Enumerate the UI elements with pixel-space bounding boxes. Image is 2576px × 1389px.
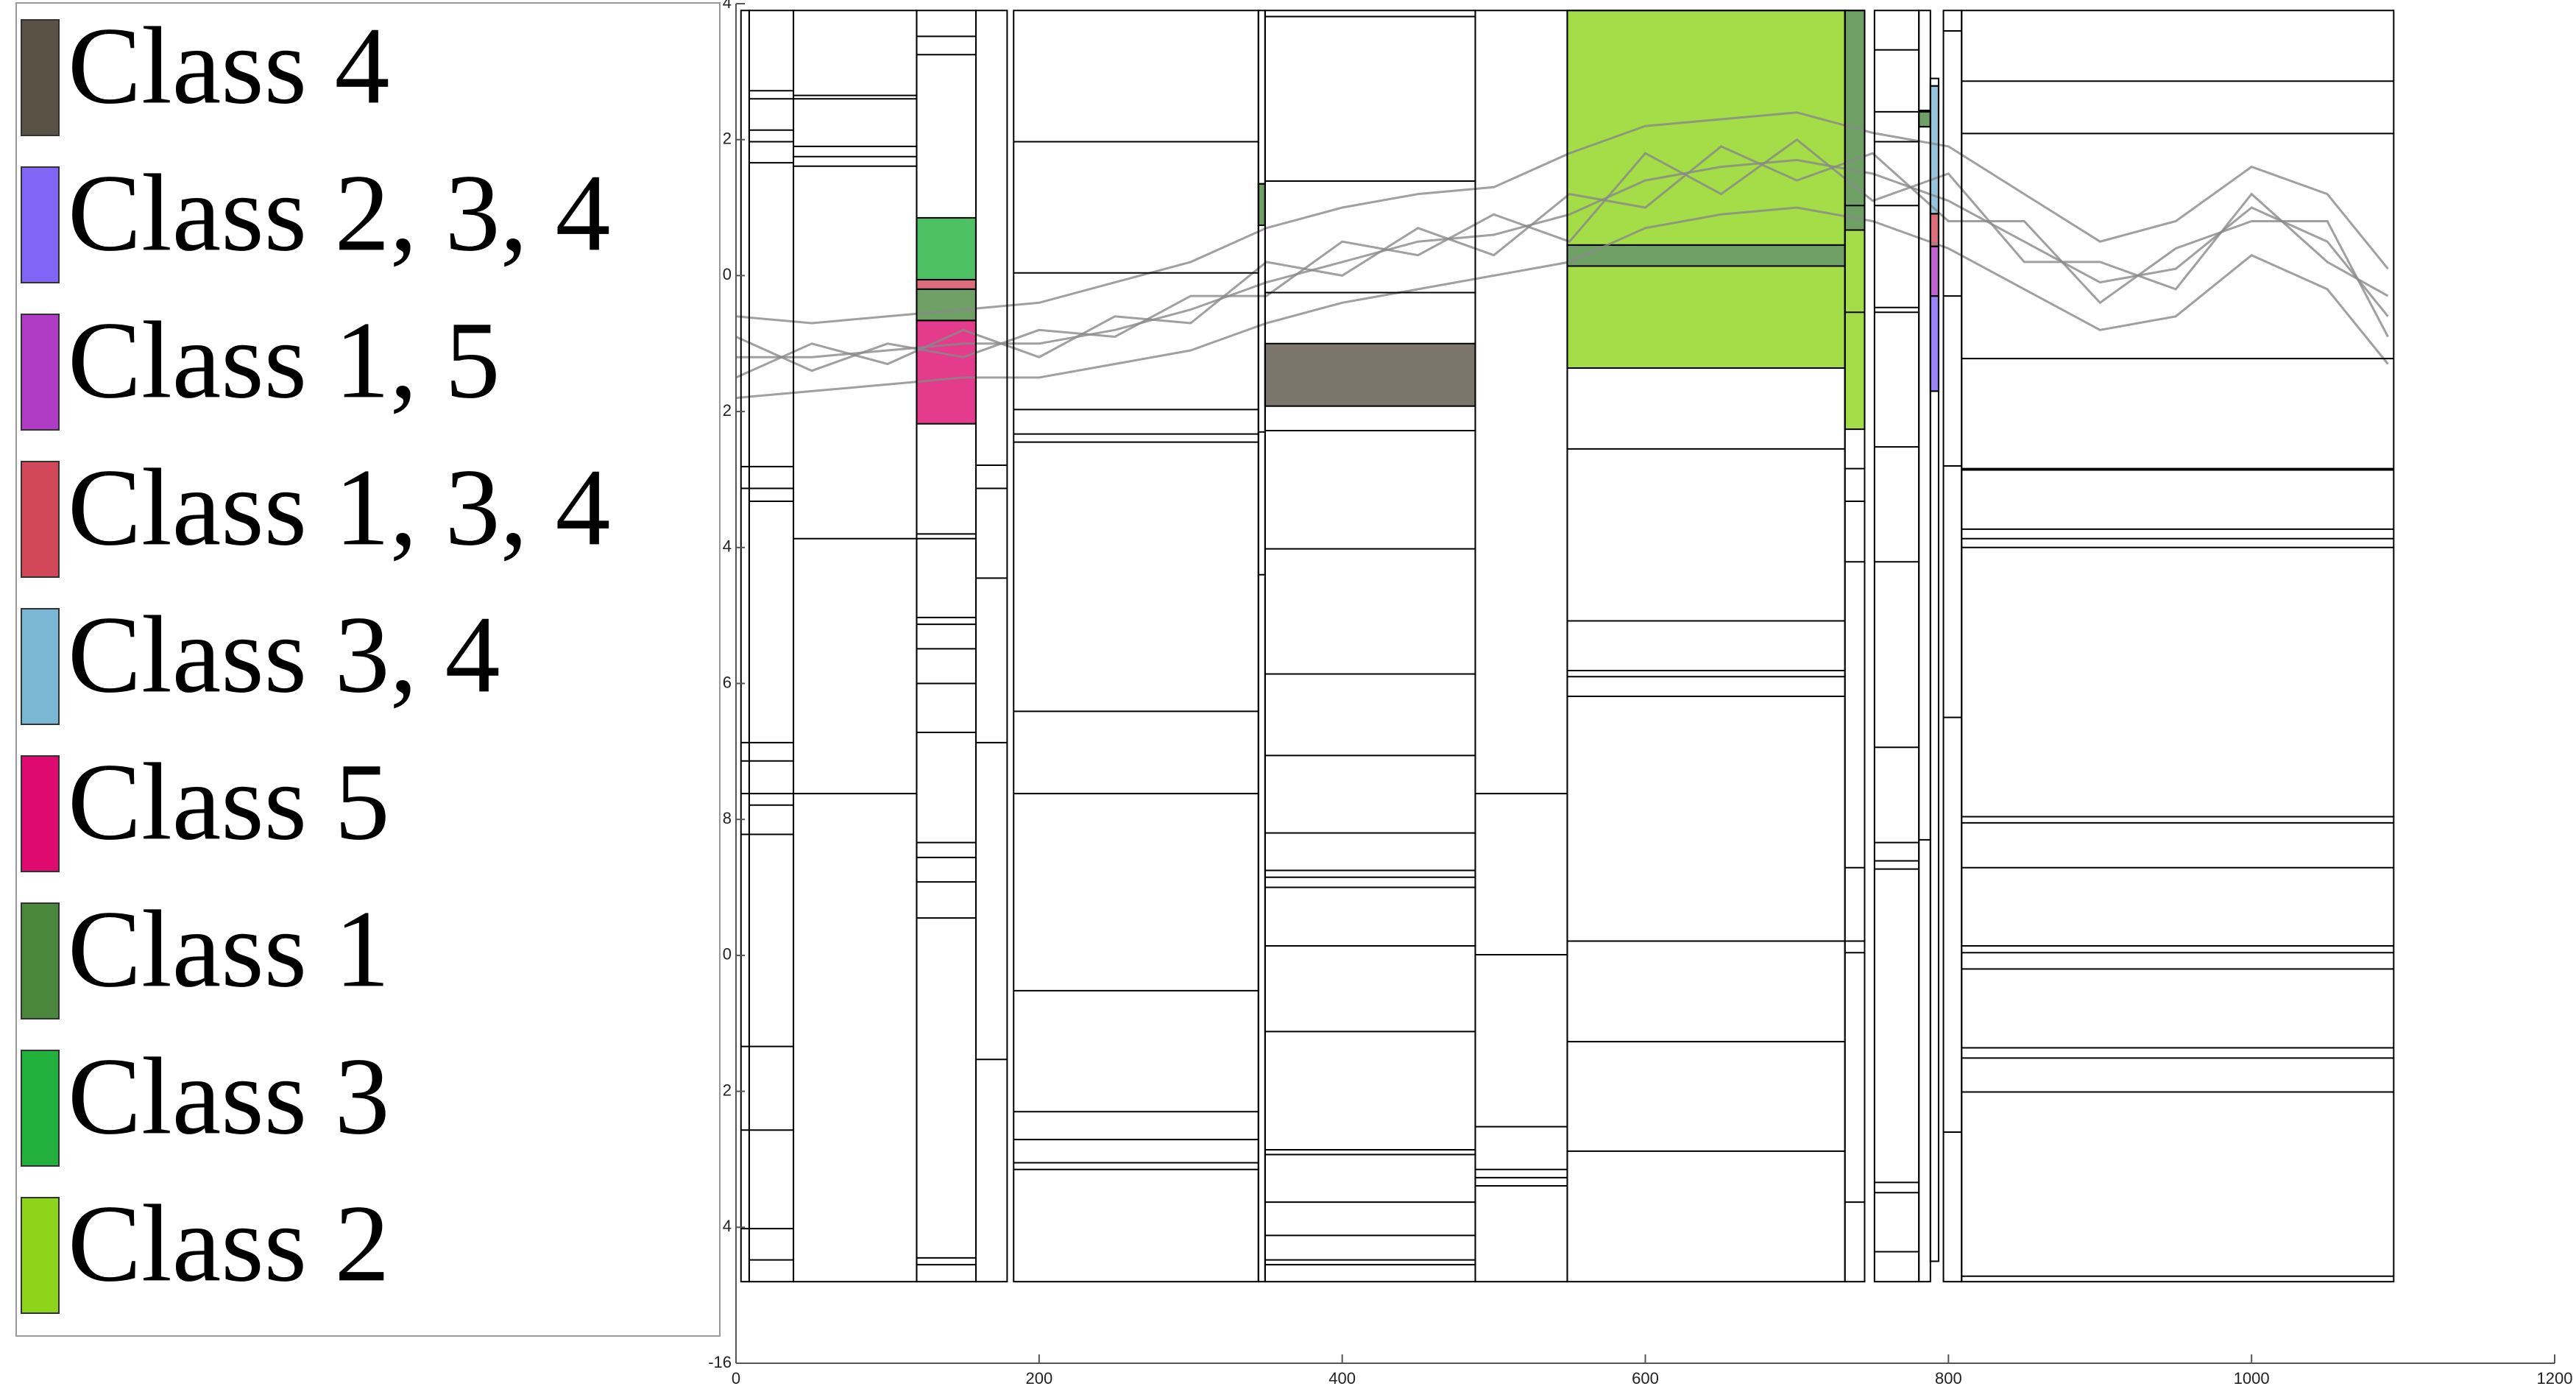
legend-label: Class 2 bbox=[68, 1182, 390, 1304]
legend-label: Class 1, 5 bbox=[68, 299, 500, 421]
legend-swatch bbox=[21, 902, 60, 1019]
x-tick-label: 400 bbox=[1328, 1369, 1356, 1388]
y-tick-label: 8 bbox=[723, 809, 732, 827]
class-region bbox=[1929, 245, 1939, 297]
legend-swatch bbox=[21, 19, 60, 136]
legend-box bbox=[15, 2, 721, 1337]
legend-swatch bbox=[21, 608, 60, 725]
class-region bbox=[916, 288, 977, 322]
partition-column bbox=[1474, 10, 1568, 1283]
legend-swatch bbox=[21, 461, 60, 578]
signal-curve bbox=[735, 206, 2389, 400]
y-tick-label: 2 bbox=[723, 401, 732, 420]
curves bbox=[735, 111, 2389, 400]
axes: 0 200 400 600 800 1000 1200 4 2 0 2 4 6 8 0 2 4 -16 bbox=[708, 0, 2572, 1388]
legend-label: Class 1, 3, 4 bbox=[68, 446, 611, 568]
partition-column bbox=[974, 10, 1008, 1283]
class-region bbox=[1566, 10, 1846, 246]
class-region bbox=[1844, 229, 1866, 431]
partition-column bbox=[1961, 10, 2395, 1283]
y-tick-label: 4 bbox=[723, 537, 732, 556]
partition-column bbox=[1013, 10, 1259, 1283]
legend-label: Class 2, 3, 4 bbox=[68, 152, 611, 274]
y-tick-label: 2 bbox=[723, 1081, 732, 1099]
y-tick-label: 2 bbox=[723, 130, 732, 148]
y-tick-label: 0 bbox=[723, 945, 732, 964]
class-region bbox=[1929, 295, 1939, 392]
class-region bbox=[1566, 265, 1846, 369]
signal-curve bbox=[735, 138, 2389, 372]
x-tick-label: 1200 bbox=[2537, 1369, 2573, 1388]
legend: Class 4 Class 2, 3, 4 Class 1, 5 Class 1, 3… bbox=[15, 2, 721, 1337]
y-tick-label: -16 bbox=[708, 1353, 732, 1371]
class-region bbox=[916, 278, 977, 290]
x-tick-label: 0 bbox=[732, 1369, 740, 1388]
partition-columns bbox=[740, 10, 2395, 1283]
class-region bbox=[916, 216, 977, 280]
partition-column bbox=[916, 10, 977, 1283]
partition-column bbox=[1929, 77, 1939, 1262]
legend-swatch bbox=[21, 1197, 60, 1314]
y-tick-label: 4 bbox=[723, 1217, 732, 1235]
y-tick-label: 6 bbox=[723, 673, 732, 691]
region-boxes bbox=[916, 10, 1939, 431]
partition-column bbox=[1844, 10, 1866, 1283]
class-region bbox=[1566, 244, 1846, 267]
legend-swatch bbox=[21, 314, 60, 431]
class-region bbox=[1844, 10, 1866, 231]
x-tick-label: 1000 bbox=[2234, 1369, 2270, 1388]
partition-column bbox=[793, 10, 918, 1283]
partition-column bbox=[1264, 10, 1476, 1283]
class-region bbox=[1264, 342, 1476, 407]
class-region bbox=[1257, 183, 1266, 227]
legend-label: Class 3, 4 bbox=[68, 593, 500, 715]
y-tick-label: 0 bbox=[723, 265, 732, 283]
y-tick-label: 4 bbox=[723, 0, 732, 12]
signal-curve bbox=[736, 158, 2389, 358]
legend-swatch bbox=[21, 1050, 60, 1167]
x-tick-label: 200 bbox=[1025, 1369, 1052, 1388]
legend-label: Class 5 bbox=[68, 741, 390, 863]
partition-column bbox=[1873, 10, 1920, 1283]
class-region bbox=[1918, 109, 1931, 128]
x-tick-label: 600 bbox=[1632, 1369, 1659, 1388]
signal-curve bbox=[735, 111, 2389, 325]
partition-column bbox=[748, 10, 795, 1283]
legend-label: Class 1 bbox=[68, 888, 390, 1010]
legend-label: Class 3 bbox=[68, 1035, 390, 1157]
class-region bbox=[916, 319, 977, 425]
legend-swatch bbox=[21, 166, 60, 283]
x-tick-label: 800 bbox=[1935, 1369, 1962, 1388]
legend-swatch bbox=[21, 755, 60, 872]
legend-label: Class 4 bbox=[68, 4, 390, 127]
